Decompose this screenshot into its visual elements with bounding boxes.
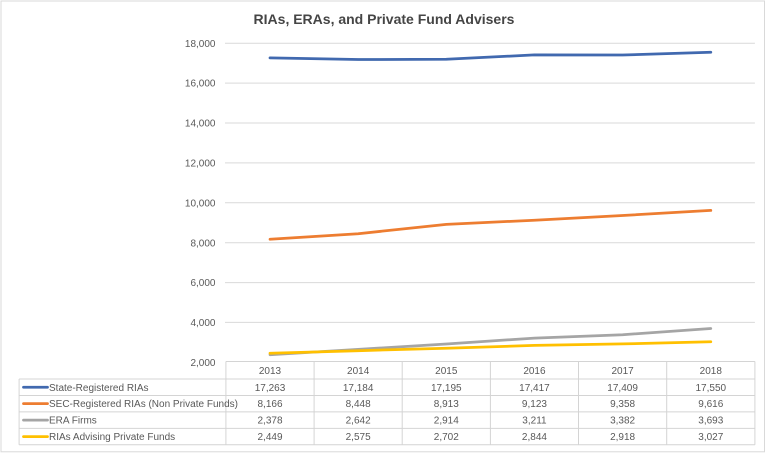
svg-text:17,184: 17,184 [343,383,374,394]
svg-text:2,449: 2,449 [257,432,282,443]
svg-text:17,263: 17,263 [255,383,286,394]
svg-text:ERA Firms: ERA Firms [49,416,97,427]
svg-text:3,693: 3,693 [698,416,723,427]
svg-text:SEC-Registered RIAs (Non Priva: SEC-Registered RIAs (Non Private Funds) [49,399,238,410]
svg-text:2015: 2015 [435,366,458,377]
svg-text:3,211: 3,211 [522,416,547,427]
svg-text:10,000: 10,000 [185,198,216,209]
svg-text:8,166: 8,166 [257,399,282,410]
svg-text:17,195: 17,195 [431,383,462,394]
svg-text:2016: 2016 [523,366,546,377]
svg-text:12,000: 12,000 [185,159,216,170]
svg-text:3,027: 3,027 [698,432,723,443]
svg-text:9,123: 9,123 [522,399,547,410]
svg-text:6,000: 6,000 [190,278,215,289]
svg-text:17,550: 17,550 [696,383,727,394]
svg-text:14,000: 14,000 [185,119,216,130]
svg-text:4,000: 4,000 [190,318,215,329]
svg-text:2,642: 2,642 [346,416,371,427]
svg-text:8,448: 8,448 [346,399,371,410]
svg-text:2013: 2013 [259,366,282,377]
svg-text:2,575: 2,575 [346,432,371,443]
svg-text:17,409: 17,409 [607,383,638,394]
svg-text:2,844: 2,844 [522,432,547,443]
svg-text:2,000: 2,000 [190,358,215,369]
svg-text:2017: 2017 [611,366,634,377]
svg-text:2,914: 2,914 [434,416,459,427]
svg-text:17,417: 17,417 [519,383,550,394]
svg-text:9,616: 9,616 [698,399,723,410]
svg-text:8,913: 8,913 [434,399,459,410]
svg-text:State-Registered RIAs: State-Registered RIAs [49,383,149,394]
svg-text:2,702: 2,702 [434,432,459,443]
svg-text:8,000: 8,000 [190,238,215,249]
svg-text:2014: 2014 [347,366,370,377]
svg-text:3,382: 3,382 [610,416,635,427]
svg-text:2018: 2018 [700,366,723,377]
svg-text:18,000: 18,000 [185,39,216,50]
svg-text:RIAs, ERAs, and Private Fund A: RIAs, ERAs, and Private Fund Advisers [254,11,515,27]
svg-text:2,918: 2,918 [610,432,635,443]
svg-text:RIAs Advising Private Funds: RIAs Advising Private Funds [49,432,175,443]
svg-text:16,000: 16,000 [185,79,216,90]
svg-text:2,378: 2,378 [257,416,282,427]
svg-text:9,358: 9,358 [610,399,635,410]
